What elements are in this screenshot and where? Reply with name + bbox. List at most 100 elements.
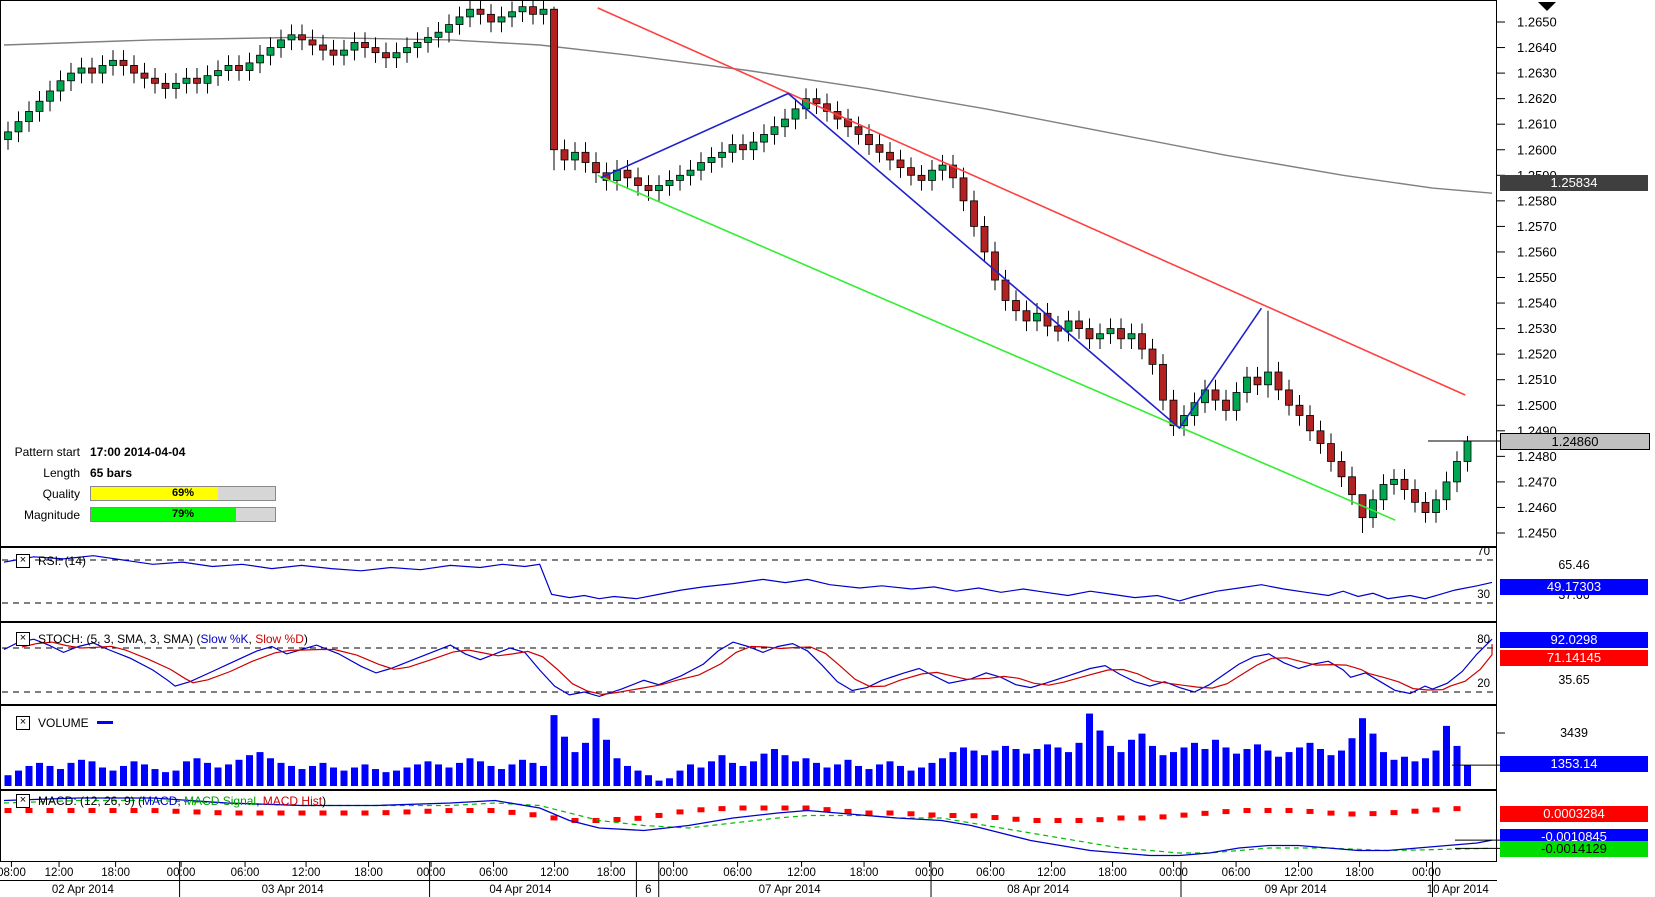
macd-legend-paren: ( [138,793,143,808]
price-tick-label: 1.2510 [1517,372,1557,387]
macd-hist-dash [886,810,894,816]
volume-bar [792,761,799,786]
macd-hist-dash [487,808,495,813]
candle-body-down [1117,328,1125,340]
macd-hist-dash [970,813,978,819]
macd-checkbox-icon[interactable]: × [16,793,30,808]
candle-body-up [728,144,737,153]
candle-body-up [1106,328,1115,335]
volume-bar [991,750,999,786]
rsi-pane-title: × RSI: (14) [16,553,86,568]
candle-body-down [1285,389,1293,406]
candle-body-down [161,82,170,89]
volume-bar [1306,742,1314,786]
volume-bar [424,761,432,786]
volume-bar [57,769,64,786]
price-tick-label: 1.2480 [1517,449,1557,464]
volume-bar [1422,758,1429,786]
volume-bar [687,764,694,786]
stoch-level-20-label: 20 [1477,678,1490,690]
pattern-length-value: 65 bars [90,465,133,480]
time-tick-label: 00:00 [417,867,446,879]
date-tick-label: 03 Apr 2014 [262,884,325,896]
volume-checkbox-icon[interactable]: × [16,715,30,730]
pattern-start-value: 17:00 2014-04-04 [90,444,186,459]
candle-body-down [151,77,159,84]
price-tick-label: 1.2470 [1517,474,1557,489]
candle-body-up [1127,333,1136,340]
volume-bar [624,765,631,786]
price-tick-label: 1.2650 [1517,15,1557,30]
volume-bar [876,764,883,786]
rsi-value-badge: 49.17303 [1500,579,1648,595]
volume-bar [561,736,568,786]
price-tick-label: 1.2570 [1517,219,1557,234]
macd-hist-dash [1117,815,1125,821]
volume-bar [897,765,904,786]
volume-bar [120,765,127,786]
volume-bar [183,761,190,786]
candle-body-down [88,67,96,74]
volume-bar [540,765,547,786]
macd-hist-dash [1369,811,1377,817]
volume-bar [1086,713,1093,786]
candle-body-up [203,75,212,84]
candle-body-up [266,47,275,56]
volume-bar [1138,733,1146,786]
macd-hist-dash [844,808,852,814]
volume-bar [960,747,967,786]
magnitude-progress-text: 79% [171,508,195,520]
time-tick-label: 06:00 [976,867,1005,879]
candle-body-down [1001,279,1010,301]
candle-body-down [959,177,968,202]
candle-body-up [413,42,422,48]
candle-body-up [35,100,44,112]
volume-bar [46,765,54,786]
candle-body-up [14,121,23,133]
macd-hist-dash [172,808,180,814]
candle-body-down [382,52,390,59]
candle-body-up [214,70,222,77]
date-tick-label: 09 Apr 2014 [1265,884,1328,896]
date-tick-label: 08 Apr 2014 [1007,884,1070,896]
macd-hist-dash [1075,818,1083,823]
candle-body-down [581,151,590,163]
pattern-length-row: Length 65 bars [10,465,276,480]
stoch-pane-title: × STOCH: (5, 3, SMA, 3, SMA) ( Slow %K ,… [16,631,308,646]
volume-bar [25,765,33,786]
volume-pane-title: × VOLUME [16,715,113,730]
macd-hist-dash [1306,808,1314,814]
time-tick-label: 12:00 [540,867,569,879]
macd-hist-dash [1432,807,1440,813]
volume-bar [246,755,253,786]
stoch-checkbox-icon[interactable]: × [16,631,30,646]
rsi-line [3,555,1493,602]
volume-bar [487,765,495,786]
volume-bar [1117,752,1125,786]
time-tick-label: 00:00 [1159,867,1188,879]
volume-bar [886,761,894,786]
macd-hist-dash [1201,810,1209,816]
macd-hist-dash [865,810,873,816]
time-tick-label: 18:00 [1098,867,1127,879]
volume-bar [466,758,474,786]
macd-hist-dash [508,809,516,815]
price-tick-label: 1.2540 [1517,296,1557,311]
candle-body-down [298,34,306,41]
candle-body-down [1138,333,1146,350]
macd-hist-dash [529,812,537,818]
macd-hist-dash [550,815,558,821]
candle-body-up [539,8,548,15]
volume-bar [1264,750,1272,786]
volume-bar [204,762,211,786]
volume-bar [36,762,43,786]
rsi-checkbox-icon[interactable]: × [16,553,30,568]
time-tick-label: 08:00 [0,867,26,879]
volume-bar [1159,755,1167,786]
candle-body-up [25,111,33,123]
stoch-legend-sep: , [248,631,256,646]
volume-bar [750,761,757,786]
date-tick-label: 10 Apr 2014 [1427,884,1490,896]
